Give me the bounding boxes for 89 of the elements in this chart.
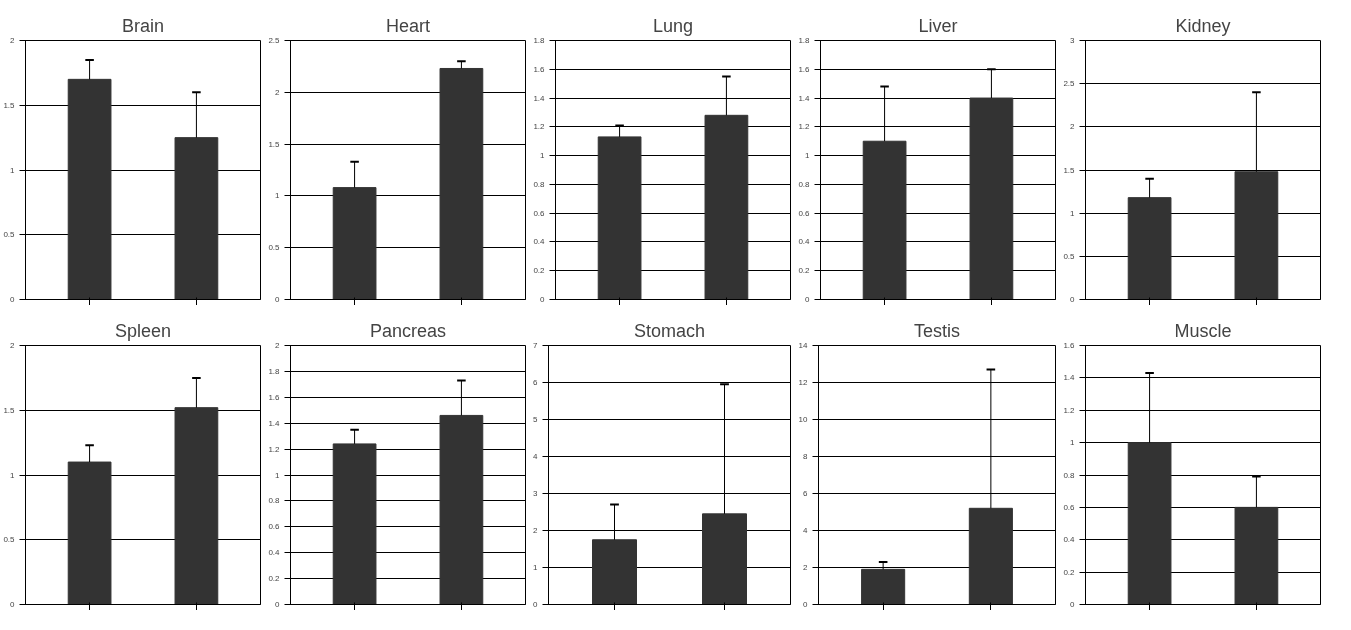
y-tick-label: 1.5: [268, 139, 281, 149]
y-tick-label: 1.8: [533, 36, 546, 45]
y-tick-label: 1.8: [268, 366, 281, 376]
y-tick-label: 1.5: [1063, 165, 1076, 175]
y-tick-label: 0.4: [533, 237, 546, 247]
y-tick-label: 1.5: [3, 100, 16, 110]
y-tick-label: 8: [803, 452, 809, 461]
chart-title: Liver: [918, 15, 958, 36]
y-tick-label: 10: [798, 415, 809, 424]
y-tick-label: 1: [805, 151, 811, 161]
y-tick-label: 0.4: [268, 548, 281, 558]
y-tick-label: 0: [1070, 600, 1076, 609]
y-tick-label: 1: [1070, 438, 1076, 448]
y-tick-label: 1: [275, 470, 281, 480]
y-tick-label: 1.8: [798, 36, 811, 45]
chart-title: Stomach: [633, 320, 706, 341]
y-tick-label: 4: [533, 452, 539, 461]
y-tick-label: 0: [533, 600, 539, 609]
y-tick-label: 0: [1070, 295, 1076, 304]
y-tick-label: 1.6: [1063, 341, 1076, 350]
y-tick-label: 5: [533, 415, 539, 424]
y-tick-label: 7: [533, 341, 539, 350]
y-tick-label: 0.5: [3, 535, 16, 545]
y-tick-label: 0.2: [268, 574, 281, 584]
y-tick-label: 6: [803, 489, 809, 498]
y-tick-label: 0: [10, 600, 16, 609]
y-tick-label: 14: [798, 341, 809, 350]
y-tick-label: 1: [533, 563, 539, 572]
y-tick-label: 3: [533, 489, 539, 498]
y-tick-label: 2: [10, 341, 16, 350]
y-tick-label: 0: [540, 295, 546, 304]
y-tick-label: 1.5: [3, 405, 16, 415]
y-tick-label: 1: [540, 151, 546, 161]
y-tick-label: 0.5: [3, 230, 16, 240]
y-tick-label: 0.5: [268, 243, 281, 253]
y-tick-label: 2: [275, 341, 281, 350]
y-tick-label: 2.5: [1063, 79, 1076, 89]
chart-title: Kidney: [1175, 15, 1231, 36]
y-tick-label: 0.8: [533, 179, 546, 189]
y-tick-label: 0.4: [798, 237, 811, 247]
y-tick-label: 0: [805, 295, 811, 304]
chart-title: Heart: [385, 15, 431, 36]
y-tick-label: 0.2: [533, 266, 546, 276]
chart-title: Brain: [121, 15, 165, 36]
y-tick-label: 0: [275, 295, 281, 304]
y-tick-label: 1.2: [1063, 405, 1076, 415]
y-tick-label: 0.6: [268, 522, 281, 532]
y-tick-label: 1: [10, 470, 16, 480]
y-tick-label: 1: [10, 165, 16, 175]
y-tick-label: 0: [803, 600, 809, 609]
y-tick-label: 0.8: [268, 496, 281, 506]
y-tick-label: 0.4: [1063, 535, 1076, 545]
y-tick-label: 0: [10, 295, 16, 304]
y-tick-label: 0.8: [798, 179, 811, 189]
y-tick-label: 0.2: [1063, 567, 1076, 577]
chart-title: Muscle: [1174, 320, 1232, 341]
y-tick-label: 0.2: [798, 266, 811, 276]
y-tick-label: 1.6: [798, 64, 811, 74]
y-tick-label: 1.4: [268, 418, 281, 428]
y-tick-label: 2: [10, 36, 16, 45]
y-tick-label: 4: [803, 526, 809, 535]
y-tick-label: 0: [275, 600, 281, 609]
y-tick-label: 1.6: [268, 392, 281, 402]
y-tick-label: 2: [803, 563, 809, 572]
y-tick-label: 0.8: [1063, 470, 1076, 480]
y-tick-label: 6: [533, 378, 539, 387]
y-tick-label: 2: [1070, 122, 1076, 132]
y-tick-label: 0.6: [1063, 502, 1076, 512]
y-tick-label: 3: [1070, 36, 1076, 45]
chart-title: Testis: [913, 320, 961, 341]
y-tick-label: 0.6: [533, 208, 546, 218]
y-tick-label: 1: [1070, 208, 1076, 218]
y-tick-label: 2.5: [268, 36, 281, 45]
y-tick-label: 1.4: [533, 93, 546, 103]
y-tick-label: 1.6: [533, 64, 546, 74]
y-tick-label: 2: [533, 526, 539, 535]
chart-title: Lung: [652, 15, 694, 36]
chart-title: Spleen: [114, 320, 172, 341]
y-tick-label: 0.5: [1063, 251, 1076, 261]
y-tick-label: 1: [275, 191, 281, 201]
y-tick-label: 1.4: [1063, 373, 1076, 383]
chart-title: Pancreas: [369, 320, 447, 341]
y-tick-label: 1.2: [798, 122, 811, 132]
y-tick-label: 1.2: [268, 444, 281, 454]
y-tick-label: 1.4: [798, 93, 811, 103]
y-tick-label: 0.6: [798, 208, 811, 218]
y-tick-label: 12: [798, 378, 809, 387]
y-tick-label: 1.2: [533, 122, 546, 132]
y-tick-label: 2: [275, 87, 281, 97]
